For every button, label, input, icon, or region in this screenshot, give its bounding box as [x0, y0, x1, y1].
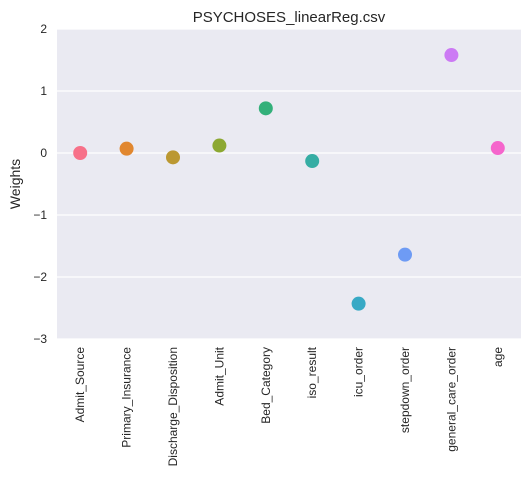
y-tick-label: 1	[40, 84, 47, 98]
data-point	[119, 141, 134, 156]
x-tick-label: age	[491, 347, 505, 367]
y-tick-label: 0	[40, 146, 47, 160]
data-point	[444, 48, 459, 63]
y-tick-label: 2	[40, 22, 47, 36]
y-tick-label: −1	[33, 208, 47, 222]
x-tick-label: icu_order	[352, 347, 366, 397]
data-points	[73, 48, 505, 311]
x-tick-label: iso_result	[305, 346, 319, 398]
y-axis-label: Weights	[7, 159, 23, 209]
x-tick-label: Admit_Unit	[212, 346, 226, 405]
x-tick-labels: Admit_Source Primary_Insurance Discharge_D…	[73, 346, 505, 466]
chart-title: PSYCHOSES_linearReg.csv	[193, 9, 386, 26]
x-tick-label: stepdown_order	[398, 347, 412, 433]
grid	[57, 28, 521, 340]
data-point	[305, 154, 320, 169]
x-tick-label: Bed_Category	[259, 347, 273, 424]
x-tick-label: general_care_order	[444, 347, 458, 452]
data-point	[351, 296, 366, 311]
x-tick-label: Admit_Source	[73, 347, 87, 423]
data-point	[212, 138, 227, 153]
x-tick-label: Discharge_Disposition	[166, 347, 180, 466]
plot-background	[57, 29, 521, 339]
y-tick-label: −2	[33, 270, 47, 284]
y-tick-labels: 2 1 0 −1 −2 −3	[33, 22, 47, 346]
data-point	[258, 101, 273, 116]
data-point	[73, 146, 88, 160]
x-tick-label: Primary_Insurance	[120, 347, 134, 448]
data-point	[166, 150, 180, 165]
y-tick-label: −3	[33, 332, 47, 346]
data-point	[490, 141, 505, 156]
data-point	[398, 247, 412, 262]
